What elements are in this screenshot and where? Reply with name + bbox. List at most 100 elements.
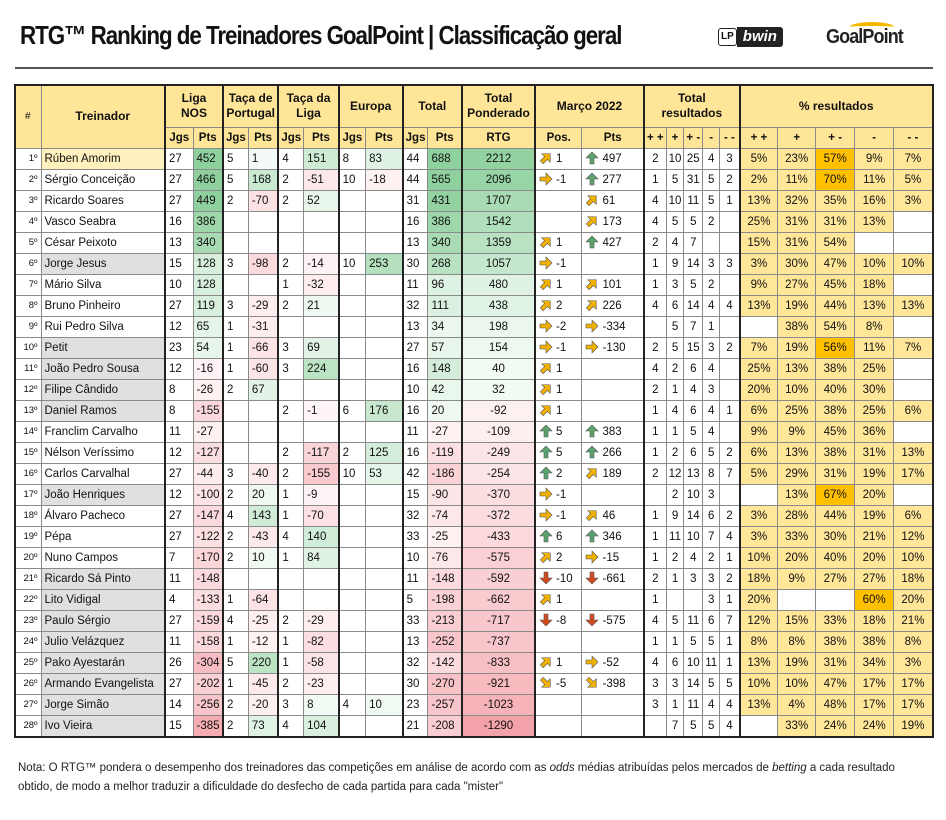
march-pos-arrow-icon (539, 153, 551, 165)
result-pct-mm-cell: 18% (893, 567, 934, 590)
result-pct-pm-cell: 45% (815, 420, 856, 443)
eu-pts-cell (365, 378, 404, 401)
march-pts-cell: -334 (581, 315, 645, 338)
march-pos-cell: -1 (533, 168, 583, 191)
march-pos-value: -10 (555, 572, 573, 585)
result-pct-mm-cell: 3% (893, 189, 934, 212)
tot-jgs-cell: 33 (401, 609, 429, 632)
result-count-pm-cell: 6 (683, 441, 704, 464)
result-pct-p-cell: 10% (777, 672, 817, 695)
liga-pts-cell: 119 (192, 294, 224, 317)
march-pos-value: 1 (555, 404, 563, 417)
table-row: 8º Bruno Pinheiro 27 119 3 -29 2 21 32 111 438 2 226… (14, 294, 934, 317)
rank-cell: 28º (14, 714, 42, 738)
result-pct-m-cell: 9% (854, 147, 895, 170)
result-count-pm-cell: 10 (683, 483, 704, 506)
tot-jgs-cell: 16 (401, 399, 429, 422)
march-pos-cell: -5 (533, 672, 583, 695)
tot-jgs-cell: 23 (401, 693, 429, 716)
eu-pts-cell: 253 (365, 252, 404, 275)
tl-jgs-cell: 3 (277, 693, 305, 716)
result-count-m-cell: 3 (702, 567, 721, 590)
march-pts-value: 101 (602, 278, 622, 291)
tot-pts-cell: -270 (427, 672, 463, 695)
march-pts-cell: -575 (581, 609, 645, 632)
march-pts-value: 226 (602, 299, 622, 312)
tp-pts-cell (247, 273, 279, 296)
result-pct-pp-cell: 9% (738, 273, 779, 296)
tp-pts-cell: 73 (247, 714, 279, 738)
marco-header: Março 2022 (533, 84, 645, 128)
eu-jgs-cell (337, 609, 367, 632)
tl-pts-cell (303, 315, 340, 338)
result-count-p-cell: 1 (665, 378, 685, 401)
march-pos-cell (533, 693, 583, 716)
rtg-cell: 198 (460, 315, 536, 338)
tot-jgs-cell: 27 (401, 336, 429, 359)
result-pct-m-cell: 31% (854, 441, 895, 464)
note-betting: betting (772, 762, 807, 774)
result-count-pm-cell: 14 (683, 252, 704, 275)
result-pct-pp-cell: 9% (738, 420, 779, 443)
march-pos-value: -2 (555, 320, 567, 333)
result-count-p-cell (665, 588, 685, 611)
result-pct-pp-cell: 25% (738, 210, 779, 233)
march-pts-cell: 383 (581, 420, 645, 443)
tl-jgs-cell: 1 (277, 504, 305, 527)
tl-jgs-cell: 1 (277, 630, 305, 653)
result-pct-pp-cell: 18% (738, 567, 779, 590)
eu-pts-cell (365, 651, 404, 674)
result-count-m-cell: 5 (702, 630, 721, 653)
result-count-pp-cell: 1 (642, 504, 667, 527)
march-pos-arrow-icon (539, 405, 551, 417)
march-pos-cell: 5 (533, 441, 583, 464)
result-count-mm-cell: 5 (719, 672, 741, 695)
result-pct-mm-cell (893, 210, 934, 233)
table-row: 23º Paulo Sérgio 27 -159 4 -25 2 -29 33 -213 -717-… (14, 609, 934, 632)
result-pct-p-cell: 20% (777, 546, 817, 569)
tot-pts-cell: -27 (427, 420, 463, 443)
tot-jgs-cell: 13 (401, 630, 429, 653)
coach-name-cell: Julio Velázquez (40, 630, 166, 653)
tp-pts-cell: 1 (247, 147, 279, 170)
tl-jgs-cell: 1 (277, 546, 305, 569)
ponderado-header: Total Ponderado (460, 84, 536, 128)
result-count-pm-cell: 6 (683, 357, 704, 380)
tl-pts-cell: -58 (303, 651, 340, 674)
rtg-cell: 40 (460, 357, 536, 380)
rtg-cell: -1290 (460, 714, 536, 738)
result-count-mm-cell: 2 (719, 567, 741, 590)
result-count-m-cell: 4 (702, 357, 721, 380)
rtg-cell: -254 (460, 462, 536, 485)
march-pts-value: -15 (602, 551, 620, 564)
tp-pts-cell: -66 (247, 336, 279, 359)
tl-pts-cell: -70 (303, 504, 340, 527)
result-pct-p-cell: 13% (777, 483, 817, 506)
eu-jgs-cell (337, 315, 367, 338)
result-pct-pm-cell: 45% (815, 273, 856, 296)
result-count-pp-cell (642, 315, 667, 338)
tp-jgs-cell: 2 (221, 714, 249, 738)
eu-jgs-cell (337, 651, 367, 674)
result-pct-m-cell: 38% (854, 630, 895, 653)
result-pct-p-cell: 13% (777, 357, 817, 380)
result-pct-m-cell: 8% (854, 315, 895, 338)
result-pct-p-cell: 13% (777, 441, 817, 464)
march-pos-arrow-icon (539, 677, 551, 689)
result-count-mm-cell: 4 (719, 294, 741, 317)
tl-pts-cell: -1 (303, 399, 340, 422)
table-row: 20º Nuno Campos 7 -170 2 10 1 84 10 -76 -575 2 -15 1 2… (14, 546, 934, 569)
result-count-pm-cell: 15 (683, 336, 704, 359)
liga-jgs-cell: 26 (164, 651, 194, 674)
table-row: 1º Rúben Amorim 27 452 5 1 4 151 8 83 44 688 2212 1 49… (14, 147, 934, 170)
tot-jgs-cell: 15 (401, 483, 429, 506)
march-pos-value: -1 (555, 509, 567, 522)
tot-pts-cell: -25 (427, 525, 463, 548)
march-pts-arrow-icon (585, 572, 600, 585)
tp-jgs-cell: 1 (221, 357, 249, 380)
result-pct-mm-cell: 7% (893, 147, 934, 170)
coach-name-cell: Lito Vidigal (40, 588, 166, 611)
rank-cell: 7º (14, 273, 42, 296)
march-pos-value: -1 (555, 257, 567, 270)
pct-mm-header: - - (893, 126, 934, 149)
